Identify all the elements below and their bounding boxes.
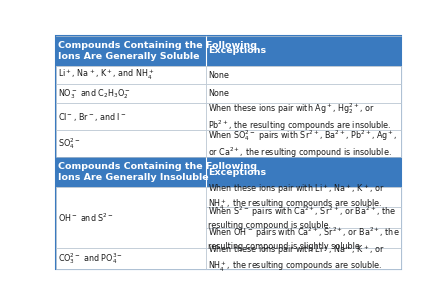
Bar — [56, 103, 206, 130]
Text: When SO$_4^{2-}$ pairs with Sr$^{2+}$, Ba$^{2+}$, Pb$^{2+}$, Ag$^+$,
or Ca$^{2+}: When SO$_4^{2-}$ pairs with Sr$^{2+}$, B… — [208, 128, 398, 160]
Bar — [206, 228, 400, 248]
Text: When S$^{2-}$ pairs with Ca$^{2+}$, Sr$^{2+}$, or Ba$^{2+}$, the
resulting compo: When S$^{2-}$ pairs with Ca$^{2+}$, Sr$^… — [208, 205, 396, 230]
Text: When these ions pair with Li$^+$, Na$^+$, K$^+$, or
NH$_4^+$, the resulting comp: When these ions pair with Li$^+$, Na$^+$… — [208, 243, 385, 274]
Text: OH$^-$ and S$^{2-}$: OH$^-$ and S$^{2-}$ — [58, 211, 114, 224]
Bar — [56, 66, 206, 85]
Bar — [56, 130, 206, 157]
Text: Compounds Containing the Following
Ions Are Generally Soluble: Compounds Containing the Following Ions … — [58, 41, 257, 61]
Bar — [206, 103, 400, 130]
Bar — [206, 248, 400, 269]
Text: When these ions pair with Ag$^+$, Hg$_2^{2+}$, or
Pb$^{2+}$, the resulting compo: When these ions pair with Ag$^+$, Hg$_2^… — [208, 101, 392, 133]
Text: NO$_3^-$ and C$_2$H$_3$O$_2^-$: NO$_3^-$ and C$_2$H$_3$O$_2^-$ — [58, 87, 131, 101]
Bar — [56, 36, 400, 66]
Bar — [56, 157, 400, 187]
Text: SO$_4^{2-}$: SO$_4^{2-}$ — [58, 136, 81, 151]
Text: Exceptions: Exceptions — [208, 168, 267, 176]
Text: None: None — [208, 71, 229, 80]
Text: Li$^+$, Na$^+$, K$^+$, and NH$_4^+$: Li$^+$, Na$^+$, K$^+$, and NH$_4^+$ — [58, 68, 155, 82]
Bar — [206, 130, 400, 157]
Text: None: None — [208, 89, 229, 98]
Text: When OH$^-$ pairs with Ca$^{2+}$, Sr$^{2+}$, or Ba$^{2+}$, the
resulting compoun: When OH$^-$ pairs with Ca$^{2+}$, Sr$^{2… — [208, 226, 400, 251]
Text: Compounds Containing the Following
Ions Are Generally Insoluble: Compounds Containing the Following Ions … — [58, 162, 257, 182]
Bar — [56, 248, 206, 269]
Text: When these ions pair with Li$^+$, Na$^+$, K$^+$, or
NH$_4^+$, the resulting comp: When these ions pair with Li$^+$, Na$^+$… — [208, 182, 385, 212]
Text: Exceptions: Exceptions — [208, 47, 267, 56]
Bar — [56, 187, 206, 248]
Bar — [56, 85, 206, 103]
Text: Cl$^-$, Br$^-$, and I$^-$: Cl$^-$, Br$^-$, and I$^-$ — [58, 111, 127, 123]
Bar — [206, 207, 400, 228]
Bar — [206, 187, 400, 207]
Bar — [206, 66, 400, 85]
Bar — [206, 85, 400, 103]
Text: CO$_3^{2-}$ and PO$_4^{3-}$: CO$_3^{2-}$ and PO$_4^{3-}$ — [58, 251, 123, 266]
